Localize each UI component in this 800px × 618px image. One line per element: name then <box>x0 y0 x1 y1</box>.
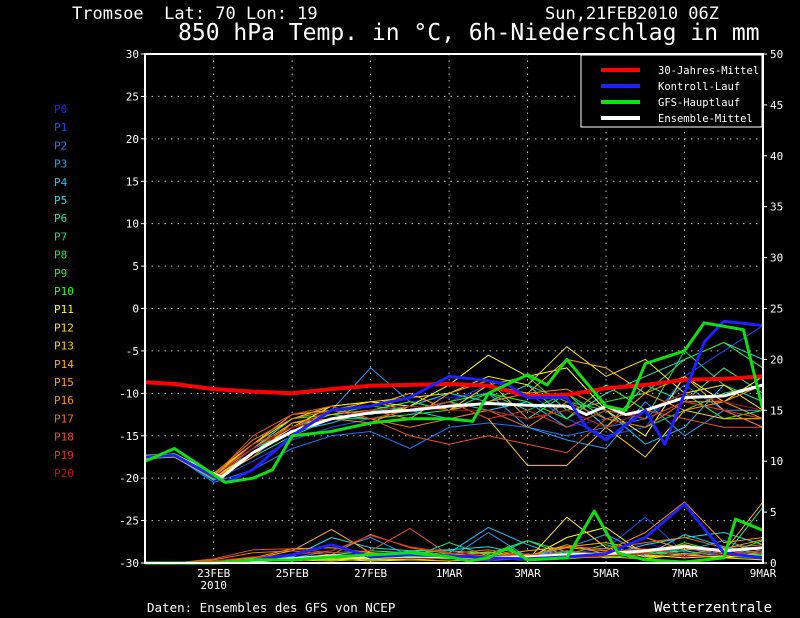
y-axis-left: 30 25 20 15 10 5 0 -5 -10 -15 -20 -25 -30 <box>119 48 145 570</box>
member-legend-p10: P10 <box>54 285 74 298</box>
member-legend-p6: P6 <box>54 212 67 225</box>
member-legend-p5: P5 <box>54 194 67 207</box>
run-date-label: Sun,21FEB2010 06Z <box>545 4 719 24</box>
y-left-tick-label: 30 <box>126 48 139 61</box>
member-legend-p2: P2 <box>54 139 67 152</box>
30-jahres-mittel-temp-line <box>144 374 764 398</box>
x-tick-label: 5MAR <box>593 567 620 580</box>
y-left-tick-label: -20 <box>119 472 139 485</box>
y-left-tick-label: 0 <box>132 303 139 316</box>
plot-area <box>144 319 765 565</box>
x-tick-label: 1MAR <box>436 567 463 580</box>
y-left-tick-label: 5 <box>132 260 139 273</box>
y-left-tick-label: 25 <box>126 90 139 103</box>
y-left-tick-label: -15 <box>119 430 139 443</box>
y-left-tick-label: -10 <box>119 387 139 400</box>
legend-label: Kontroll-Lauf <box>658 81 740 93</box>
member-temp-line-p15 <box>144 380 764 476</box>
gfs-hauptlauf-temp-line <box>144 321 765 484</box>
member-legend: P0 P1 P2 P3 P4 P5 P6 P7 P8 P9 P10 P11 P12 P13 P14 P15 P1… <box>54 103 74 480</box>
member-temp-line-p19 <box>144 401 764 479</box>
y-right-tick-label: 10 <box>770 455 783 468</box>
y-right-tick-label: 50 <box>770 48 783 61</box>
legend-box <box>580 54 763 128</box>
x-tick-label: 9MAR <box>750 567 777 580</box>
source-label: Daten: Ensembles des GFS von NCEP <box>147 600 395 615</box>
member-legend-p3: P3 <box>54 158 67 171</box>
member-legend-p16: P16 <box>54 394 74 407</box>
member-temp-line-p13 <box>144 401 763 479</box>
member-legend-p17: P17 <box>54 412 74 425</box>
y-left-tick-label: -25 <box>119 515 139 528</box>
member-legend-p15: P15 <box>54 376 74 389</box>
x-tick-label: 7MAR <box>671 567 698 580</box>
y-right-tick-label: 25 <box>770 303 783 316</box>
y-left-tick-label: 15 <box>126 175 139 188</box>
legend-label: GFS-Hauptlauf <box>658 97 740 109</box>
brand-label: Wetterzentrale <box>654 600 772 616</box>
legend-label: Ensemble-Mittel <box>658 113 753 125</box>
y-right-tick-label: 15 <box>770 404 783 417</box>
x-tick-label: 3MAR <box>514 567 541 580</box>
member-legend-p19: P19 <box>54 449 74 462</box>
y-right-tick-label: 5 <box>770 506 777 519</box>
member-legend-p4: P4 <box>54 176 68 189</box>
location-label: Tromsoe Lat: 70 Lon: 19 <box>72 4 318 24</box>
grid <box>145 54 763 563</box>
member-legend-p9: P9 <box>54 267 67 280</box>
member-legend-p18: P18 <box>54 431 74 444</box>
member-legend-p7: P7 <box>54 230 67 243</box>
y-left-tick-label: -5 <box>126 345 139 358</box>
member-legend-p20: P20 <box>54 467 74 480</box>
member-legend-p8: P8 <box>54 249 67 262</box>
kontroll-lauf-precip-line <box>145 502 764 565</box>
member-legend-p13: P13 <box>54 340 74 353</box>
chart-title: 850 hPa Temp. in °C, 6h-Niederschlag in … <box>178 20 760 46</box>
y-left-tick-label: -30 <box>119 557 139 570</box>
y-right-tick-label: 40 <box>770 150 783 163</box>
member-precip-line-p17 <box>145 534 764 564</box>
member-legend-p1: P1 <box>54 121 67 134</box>
member-legend-p11: P11 <box>54 303 74 316</box>
y-left-tick-label: 20 <box>126 133 139 146</box>
x-tick-label: 23FEB <box>197 567 230 580</box>
y-left-tick-label: 10 <box>126 218 139 231</box>
gfs-hauptlauf-precip-line <box>145 509 764 565</box>
plot-frame <box>144 53 764 564</box>
member-legend-p14: P14 <box>54 358 74 371</box>
member-legend-p12: P12 <box>54 321 74 334</box>
y-right-tick-label: 45 <box>770 99 783 112</box>
legend-label: 30-Jahres-Mittel <box>658 65 759 77</box>
legend: 30-Jahres-Mittel Kontroll-Lauf GFS-Hauptla… <box>580 54 763 128</box>
x-tick-label: 27FEB <box>354 567 387 580</box>
member-legend-p0: P0 <box>54 103 67 116</box>
x-tick-sublabel: 2010 <box>200 579 227 592</box>
x-tick-label: 25FEB <box>276 567 309 580</box>
y-right-tick-label: 35 <box>770 201 783 214</box>
y-right-tick-label: 0 <box>770 557 777 570</box>
y-right-tick-label: 20 <box>770 353 783 366</box>
y-right-tick-label: 30 <box>770 252 783 265</box>
